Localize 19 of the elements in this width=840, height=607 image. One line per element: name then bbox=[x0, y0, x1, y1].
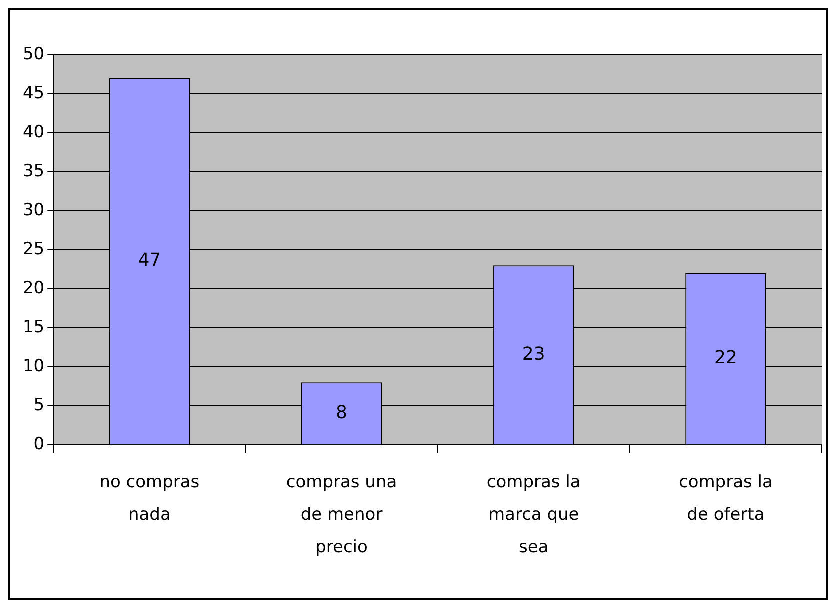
y-tick-label: 45 bbox=[22, 83, 45, 104]
y-tick-label: 40 bbox=[22, 122, 45, 142]
data-label: 22 bbox=[714, 348, 738, 369]
x-tick-label: no compras nada bbox=[100, 472, 200, 525]
y-tick-label: 50 bbox=[22, 44, 45, 64]
x-tick-label: compras la marca que sea bbox=[486, 472, 581, 558]
data-label: 8 bbox=[336, 402, 348, 424]
y-tick-label: 30 bbox=[22, 200, 45, 220]
y-tick-label: 20 bbox=[22, 278, 45, 298]
y-tick-label: 25 bbox=[22, 239, 45, 260]
y-tick-label: 35 bbox=[22, 161, 45, 182]
data-label: 47 bbox=[138, 250, 162, 272]
x-tick-label: compras una de menor precio bbox=[286, 472, 398, 558]
y-tick-label: 5 bbox=[34, 396, 45, 416]
x-tick-label: compras la de oferta bbox=[678, 472, 773, 525]
y-tick-label: 10 bbox=[22, 356, 45, 376]
data-label: 23 bbox=[522, 344, 546, 365]
y-tick-label: 0 bbox=[34, 434, 45, 455]
y-tick-label: 15 bbox=[22, 317, 45, 338]
